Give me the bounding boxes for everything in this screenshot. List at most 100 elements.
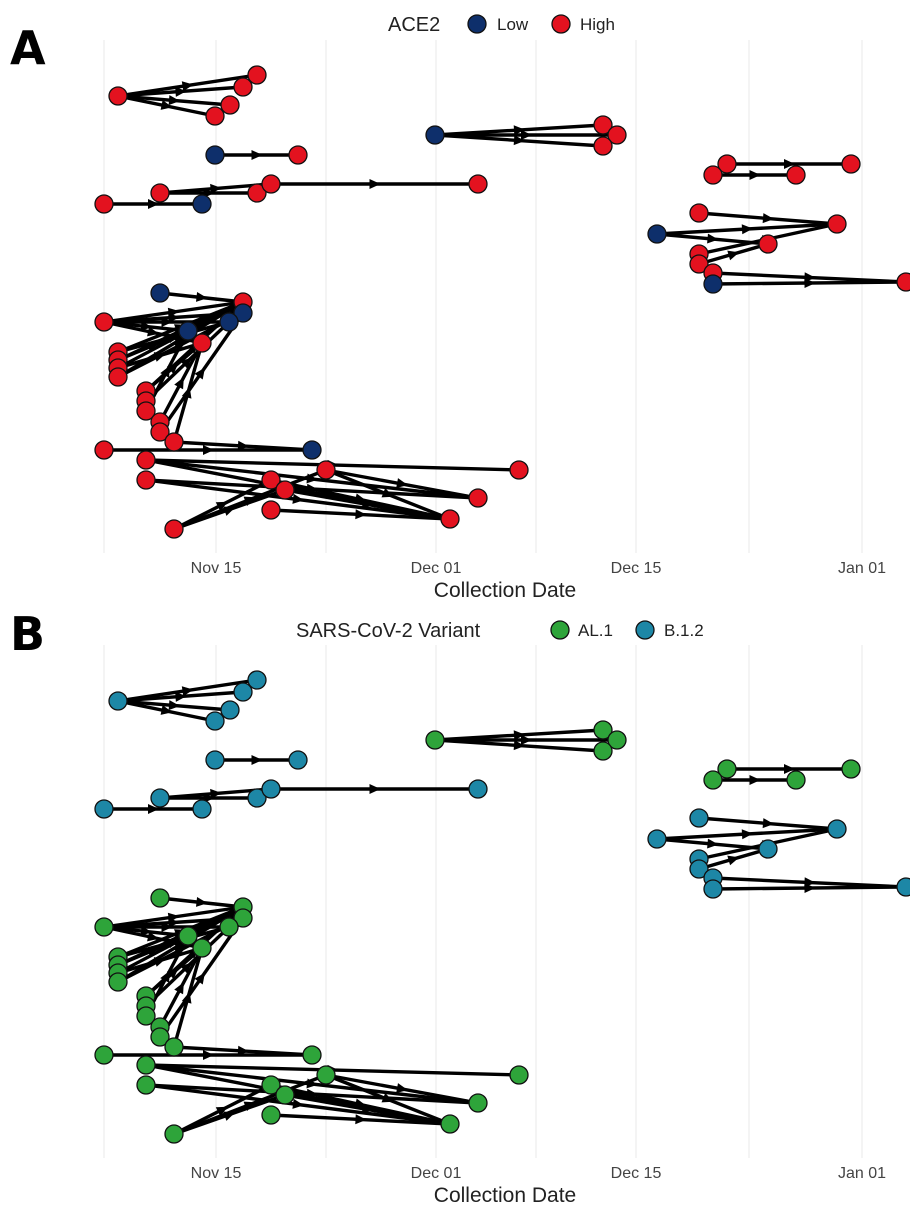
edge-arrow-a-40 xyxy=(166,363,179,375)
edge-arrow-b-15 xyxy=(741,829,753,840)
sample-point-a-51 xyxy=(509,460,529,480)
edge-arrow-b-54 xyxy=(215,1106,228,1117)
sample-point-a-49 xyxy=(136,450,156,470)
x-tick-a-2: Dec 15 xyxy=(611,560,662,577)
edge-arrow-a-12 xyxy=(784,159,795,169)
sample-point-b-36 xyxy=(192,938,212,958)
sample-point-b-9 xyxy=(205,750,225,770)
sample-point-b-32 xyxy=(94,917,114,937)
edge-arrow-b-2 xyxy=(168,700,180,711)
sample-point-a-12 xyxy=(150,183,170,203)
sample-point-a-36 xyxy=(192,333,212,353)
legend-b-key-b12 xyxy=(635,620,655,640)
edge-arrow-b-0 xyxy=(181,686,194,697)
sample-point-b-52 xyxy=(136,1075,156,1095)
sample-point-a-47 xyxy=(94,440,114,460)
sample-point-a-26 xyxy=(689,254,709,274)
sample-point-a-48 xyxy=(302,440,322,460)
edge-arrow-b-10 xyxy=(210,788,222,799)
edge-arrow-a-47 xyxy=(292,493,304,504)
sample-point-b-30 xyxy=(150,888,170,908)
legend-a-label-low: Low xyxy=(497,15,529,34)
sample-point-b-22 xyxy=(827,819,847,839)
sample-point-a-32 xyxy=(94,312,114,332)
panel-b-letter: B xyxy=(10,607,45,661)
edge-arrow-b-50 xyxy=(396,1083,408,1094)
sample-point-b-43 xyxy=(136,1006,156,1026)
sample-point-b-4 xyxy=(205,711,225,731)
sample-point-a-54 xyxy=(275,480,295,500)
edge-arrow-b-18 xyxy=(727,855,740,866)
sample-point-a-20 xyxy=(786,165,806,185)
edge-arrow-b-43 xyxy=(237,1045,249,1056)
edge-arrow-b-47 xyxy=(292,1098,304,1109)
edge-arrow-a-25 xyxy=(140,320,152,331)
sample-point-a-7 xyxy=(607,125,627,145)
edge-arrow-b-25 xyxy=(140,925,152,936)
sample-point-a-18 xyxy=(841,154,861,174)
sample-point-a-35 xyxy=(178,321,198,341)
edge-arrow-a-38 xyxy=(174,377,184,390)
x-tick-a-1: Dec 01 xyxy=(411,560,462,577)
legend-b-key-al1 xyxy=(550,620,570,640)
legend-b-label-al1: AL.1 xyxy=(578,621,613,640)
edge-arrow-a-13 xyxy=(749,170,761,180)
x-tick-b-1: Dec 01 xyxy=(411,1165,462,1182)
sample-point-a-16 xyxy=(468,174,488,194)
sample-point-a-13 xyxy=(192,194,212,214)
edge-arrow-b-41 xyxy=(181,991,192,1004)
legend-a-label-high: High xyxy=(580,15,615,34)
sample-point-b-12 xyxy=(150,788,170,808)
sample-point-a-15 xyxy=(261,174,281,194)
sample-point-b-5 xyxy=(425,730,445,750)
sample-point-b-2 xyxy=(233,682,253,702)
edge-arrow-a-1 xyxy=(175,86,187,97)
panel-b: B SARS-CoV-2 Variant AL.1 B.1.2 Nov 15 D… xyxy=(10,607,910,1206)
sample-point-b-58 xyxy=(164,1124,184,1144)
sample-point-b-34 xyxy=(219,917,239,937)
sample-point-b-8 xyxy=(593,741,613,761)
sample-point-a-2 xyxy=(233,77,253,97)
sample-point-a-46 xyxy=(164,432,184,452)
sample-point-a-11 xyxy=(94,194,114,214)
sample-point-a-19 xyxy=(703,165,723,185)
sample-point-b-3 xyxy=(220,700,240,720)
edge-arrow-b-3 xyxy=(160,705,173,715)
sample-point-b-28 xyxy=(703,879,723,899)
edge-arrow-a-21 xyxy=(195,291,208,302)
edge-arrow-a-10 xyxy=(210,183,222,194)
sample-point-a-43 xyxy=(136,401,156,421)
sample-point-b-18 xyxy=(841,759,861,779)
sample-point-b-55 xyxy=(468,1093,488,1113)
edge-arrow-a-42 xyxy=(203,445,214,455)
sample-point-b-23 xyxy=(647,829,667,849)
edge-arrow-b-40 xyxy=(166,968,179,980)
sample-point-a-50 xyxy=(316,460,336,480)
sample-point-a-4 xyxy=(205,106,225,126)
sample-point-b-47 xyxy=(94,1045,114,1065)
sample-point-b-10 xyxy=(288,750,308,770)
sample-point-b-19 xyxy=(703,770,723,790)
x-ticks-a: Nov 15 Dec 01 Dec 15 Jan 01 xyxy=(191,560,886,577)
edge-arrow-a-56 xyxy=(243,496,256,506)
edge-arrow-b-14 xyxy=(762,818,774,829)
sample-point-b-0 xyxy=(108,691,128,711)
sample-point-b-26 xyxy=(689,859,709,879)
edge-arrow-b-49 xyxy=(381,1093,394,1103)
sample-point-a-6 xyxy=(593,115,613,135)
edge-arrow-a-0 xyxy=(181,81,194,92)
sample-point-a-28 xyxy=(703,274,723,294)
edge-arrow-b-26 xyxy=(147,931,159,942)
panel-a-letter: A xyxy=(10,21,46,75)
edge-arrow-b-7 xyxy=(251,755,263,765)
edge-arrow-a-14 xyxy=(762,213,774,224)
edge-arrow-a-53 xyxy=(355,509,367,520)
edge-arrow-a-4 xyxy=(513,125,525,136)
x-ticks-b: Nov 15 Dec 01 Dec 15 Jan 01 xyxy=(191,1165,886,1182)
sample-point-a-29 xyxy=(896,272,910,292)
edge-arrow-b-36 xyxy=(180,962,192,974)
legend-b-title: SARS-CoV-2 Variant xyxy=(296,620,481,642)
sample-point-a-5 xyxy=(425,125,445,145)
panel-a: A ACE2 Low High Nov 15 Dec 01 Dec 15 Jan… xyxy=(10,14,910,602)
sample-point-b-1 xyxy=(247,670,267,690)
